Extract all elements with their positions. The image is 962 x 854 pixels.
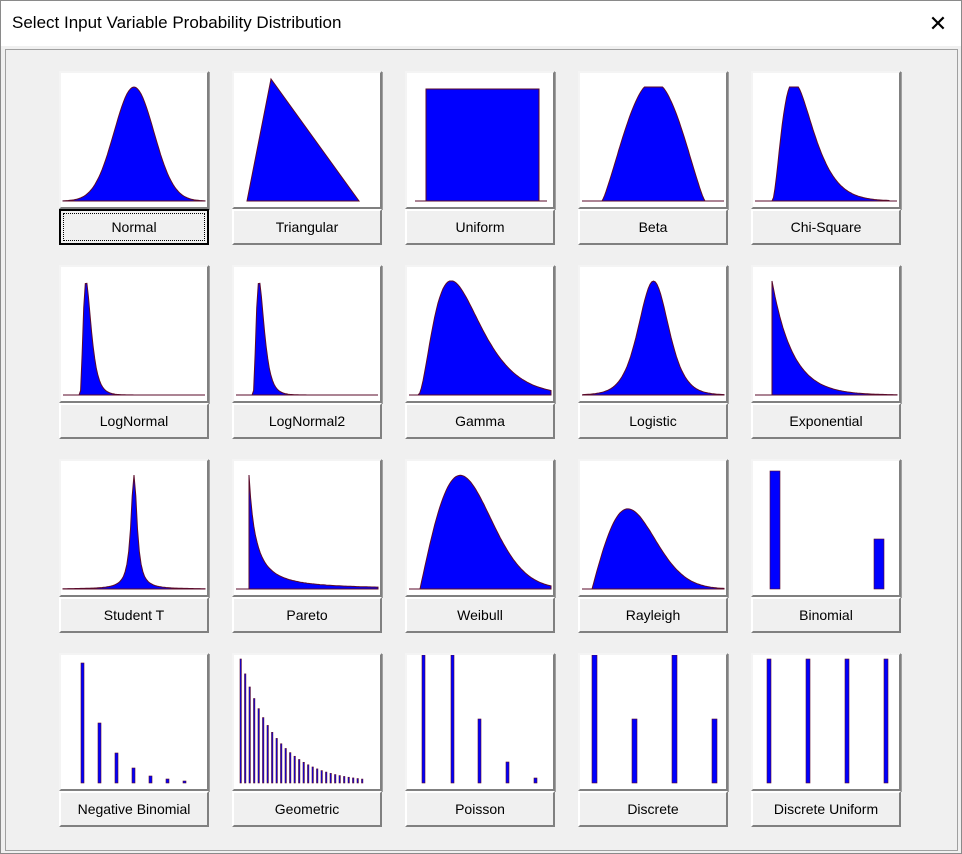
distribution-button[interactable]: LogNormal	[59, 403, 209, 439]
distribution-option[interactable]: Normal	[59, 71, 209, 245]
distribution-button[interactable]: Poisson	[405, 791, 555, 827]
distribution-option[interactable]: Discrete Uniform	[751, 653, 901, 827]
distribution-option[interactable]: Weibull	[405, 459, 555, 633]
distribution-button[interactable]: Exponential	[751, 403, 901, 439]
distribution-option[interactable]: Logistic	[578, 265, 728, 439]
exponential-curve-icon	[755, 280, 898, 396]
distribution-option[interactable]: LogNormal	[59, 265, 209, 439]
triangular-curve-icon	[246, 77, 360, 202]
distribution-button[interactable]: Rayleigh	[578, 597, 728, 633]
close-icon: ✕	[928, 10, 948, 36]
pareto-curve-icon	[236, 474, 379, 590]
distribution-button[interactable]: Normal	[59, 209, 209, 245]
distribution-picture-button[interactable]	[59, 265, 209, 403]
distribution-option[interactable]: Pareto	[232, 459, 382, 633]
distribution-button[interactable]: Binomial	[751, 597, 901, 633]
weibull-curve-icon	[409, 474, 552, 590]
distribution-picture-button[interactable]	[578, 265, 728, 403]
distribution-option[interactable]: LogNormal2	[232, 265, 382, 439]
rayleigh-curve-icon	[582, 508, 725, 590]
chi-square-curve-icon	[755, 86, 897, 202]
distribution-picture-button[interactable]	[751, 71, 901, 209]
distribution-picture-button[interactable]	[578, 459, 728, 597]
distribution-button[interactable]: Weibull	[405, 597, 555, 633]
uniform-curve-icon	[415, 88, 547, 202]
distribution-button[interactable]: Triangular	[232, 209, 382, 245]
distribution-picture-button[interactable]	[59, 653, 209, 791]
distribution-option[interactable]: Exponential	[751, 265, 901, 439]
distribution-button[interactable]: LogNormal2	[232, 403, 382, 439]
distribution-picture-button[interactable]	[751, 653, 901, 791]
gamma-curve-icon	[409, 280, 552, 396]
distribution-option[interactable]: Negative Binomial	[59, 653, 209, 827]
lognormal-curve-icon	[63, 282, 205, 396]
window-title: Select Input Variable Probability Distri…	[12, 13, 342, 32]
binomial-bars-icon	[769, 470, 885, 590]
distribution-picture-button[interactable]	[59, 459, 209, 597]
distribution-picture-button[interactable]	[232, 653, 382, 791]
student-t-curve-icon	[62, 474, 206, 590]
beta-curve-icon	[582, 86, 724, 202]
distribution-option[interactable]: Student T	[59, 459, 209, 633]
distribution-option[interactable]: Geometric	[232, 653, 382, 827]
distribution-grid: Normal Triangular Uniform Beta Chi-Square Log…	[6, 50, 957, 850]
distribution-picture-button[interactable]	[232, 459, 382, 597]
distribution-option[interactable]: Uniform	[405, 71, 555, 245]
distribution-picture-button[interactable]	[59, 71, 209, 209]
distribution-button[interactable]: Negative Binomial	[59, 791, 209, 827]
distribution-option[interactable]: Triangular	[232, 71, 382, 245]
normal-curve-icon	[62, 86, 206, 202]
logistic-curve-icon	[582, 280, 725, 396]
distribution-panel: Normal Triangular Uniform Beta Chi-Square Log…	[5, 49, 958, 851]
distribution-button[interactable]: Discrete Uniform	[751, 791, 901, 827]
lognormal2-curve-icon	[236, 282, 378, 396]
distribution-option[interactable]: Gamma	[405, 265, 555, 439]
distribution-option[interactable]: Rayleigh	[578, 459, 728, 633]
distribution-option[interactable]: Discrete	[578, 653, 728, 827]
discrete-bars-icon	[591, 655, 718, 784]
geometric-bars-icon	[239, 658, 364, 784]
distribution-picture-button[interactable]	[405, 459, 555, 597]
distribution-button[interactable]: Student T	[59, 597, 209, 633]
distribution-option[interactable]: Binomial	[751, 459, 901, 633]
poisson-bars-icon	[421, 655, 538, 784]
discrete-uniform-bars-icon	[766, 658, 889, 784]
distribution-picture-button[interactable]	[751, 265, 901, 403]
close-button[interactable]: ✕	[915, 1, 961, 46]
title-bar: Select Input Variable Probability Distri…	[1, 1, 961, 46]
distribution-picture-button[interactable]	[578, 71, 728, 209]
negative-binomial-bars-icon	[80, 662, 187, 784]
distribution-picture-button[interactable]	[405, 265, 555, 403]
distribution-button[interactable]: Beta	[578, 209, 728, 245]
distribution-button[interactable]: Chi-Square	[751, 209, 901, 245]
distribution-button[interactable]: Pareto	[232, 597, 382, 633]
distribution-option[interactable]: Poisson	[405, 653, 555, 827]
distribution-picture-button[interactable]	[405, 71, 555, 209]
distribution-button[interactable]: Gamma	[405, 403, 555, 439]
distribution-button[interactable]: Logistic	[578, 403, 728, 439]
distribution-picture-button[interactable]	[751, 459, 901, 597]
distribution-option[interactable]: Chi-Square	[751, 71, 901, 245]
distribution-picture-button[interactable]	[232, 71, 382, 209]
distribution-button[interactable]: Uniform	[405, 209, 555, 245]
distribution-picture-button[interactable]	[405, 653, 555, 791]
distribution-picture-button[interactable]	[578, 653, 728, 791]
distribution-option[interactable]: Beta	[578, 71, 728, 245]
distribution-picture-button[interactable]	[232, 265, 382, 403]
distribution-button[interactable]: Geometric	[232, 791, 382, 827]
distribution-button[interactable]: Discrete	[578, 791, 728, 827]
